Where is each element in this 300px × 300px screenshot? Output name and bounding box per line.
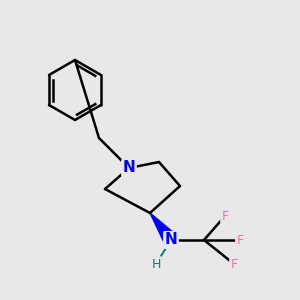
Polygon shape bbox=[150, 213, 177, 244]
Text: N: N bbox=[123, 160, 135, 175]
Text: H: H bbox=[151, 257, 161, 271]
Text: F: F bbox=[236, 233, 244, 247]
Text: F: F bbox=[221, 209, 229, 223]
Text: N: N bbox=[165, 232, 177, 247]
Text: F: F bbox=[230, 257, 238, 271]
